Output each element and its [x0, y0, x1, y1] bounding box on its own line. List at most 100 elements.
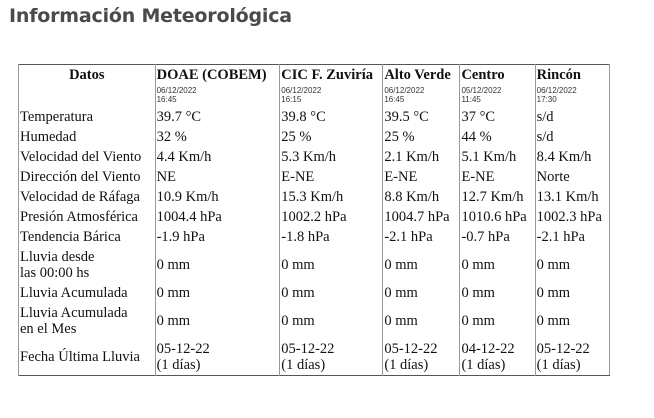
cell-value: s/d: [536, 129, 554, 145]
station-time: 16:15: [281, 95, 302, 104]
data-cell: 0 mm: [279, 247, 383, 283]
station-header: DOAE (COBEM) 06/12/2022 16:45: [154, 64, 280, 107]
cell-value: 1004.4 hPa: [156, 209, 222, 225]
data-cell: 0 mm: [459, 247, 536, 283]
data-cell: 05-12-22 (1 días): [382, 339, 460, 376]
data-cell: 05-12-22 (1 días): [154, 339, 280, 376]
cell-value: E-NE: [461, 169, 495, 185]
station-time: 16:45: [156, 95, 177, 104]
cell-value: 05-12-22: [156, 341, 210, 357]
row-label-line: Lluvia Acumulada: [20, 285, 128, 301]
data-cell: 39.7 °C: [154, 107, 280, 127]
table-row: Lluvia Acumulada en el Mes 0 mm 0 mm 0 mm 0 m…: [18, 303, 610, 339]
data-cell: E-NE: [382, 167, 460, 187]
table-row: Lluvia Acumulada 0 mm 0 mm 0 mm 0 mm 0 mm: [18, 283, 610, 303]
data-cell: 0 mm: [279, 283, 383, 303]
data-cell: 0 mm: [534, 283, 610, 303]
cell-value: (1 días): [461, 357, 506, 373]
data-cell: -0.7 hPa: [459, 227, 536, 247]
cell-value: 0 mm: [536, 257, 571, 273]
cell-value: 05-12-22: [281, 341, 335, 357]
cell-value: 8.8 Km/h: [384, 189, 440, 205]
row-label-line: en el Mes: [20, 321, 77, 337]
data-cell: 1004.7 hPa: [382, 207, 460, 227]
data-cell: 32 %: [154, 127, 280, 147]
data-cell: 0 mm: [382, 247, 460, 283]
station-time: 11:45: [461, 95, 481, 104]
table-row: Fecha Última Lluvia 05-12-22 (1 días) 05-12…: [18, 339, 610, 376]
row-label-line: Temperatura: [20, 109, 94, 125]
row-label: Lluvia desde las 00:00 hs: [18, 247, 156, 283]
station-time: 17:30: [536, 95, 557, 104]
cell-value: 5.1 Km/h: [461, 149, 517, 165]
data-cell: 12.7 Km/h: [459, 187, 536, 207]
cell-value: 5.3 Km/h: [281, 149, 337, 165]
table-row: Lluvia desde las 00:00 hs 0 mm 0 mm 0 mm 0 mm…: [18, 247, 610, 283]
cell-value: Norte: [536, 169, 570, 185]
cell-value: 44 %: [461, 129, 492, 145]
table-row: Temperatura 39.7 °C 39.8 °C 39.5 °C 37 °C s/d: [18, 107, 610, 127]
cell-value: 1010.6 hPa: [461, 209, 527, 225]
cell-value: (1 días): [156, 357, 201, 373]
cell-value: 25 %: [281, 129, 312, 145]
cell-value: 2.1 Km/h: [384, 149, 440, 165]
row-label-line: Lluvia desde: [20, 249, 95, 265]
data-cell: 2.1 Km/h: [382, 147, 460, 167]
row-label: Temperatura: [18, 107, 156, 127]
data-cell: -1.8 hPa: [279, 227, 383, 247]
cell-value: 0 mm: [281, 257, 315, 273]
row-label-line: las 00:00 hs: [20, 265, 90, 281]
data-cell: 4.4 Km/h: [154, 147, 280, 167]
data-cell: 0 mm: [534, 303, 610, 339]
row-label-line: Velocidad del Viento: [20, 149, 142, 165]
row-label-line: Lluvia Acumulada: [20, 305, 128, 321]
station-name: DOAE (COBEM): [156, 67, 267, 83]
cell-value: 39.5 °C: [384, 109, 429, 125]
data-cell: 05-12-22 (1 días): [279, 339, 383, 376]
row-label: Dirección del Viento: [18, 167, 156, 187]
cell-value: 0 mm: [536, 313, 571, 329]
table-row: Velocidad del Viento 4.4 Km/h 5.3 Km/h 2.1 …: [18, 147, 610, 167]
data-cell: 0 mm: [382, 303, 460, 339]
station-name: Alto Verde: [384, 67, 451, 83]
data-cell: 0 mm: [382, 283, 460, 303]
cell-value: 0 mm: [461, 313, 495, 329]
data-cell: 5.3 Km/h: [279, 147, 383, 167]
row-label-line: Fecha Última Lluvia: [20, 349, 140, 365]
cell-value: 0 mm: [156, 313, 191, 329]
row-label: Tendencia Bárica: [18, 227, 156, 247]
row-label: Humedad: [18, 127, 156, 147]
corner-header: Datos: [18, 64, 156, 107]
station-name: CIC F. Zuviría: [281, 67, 373, 83]
row-label-line: Dirección del Viento: [20, 169, 141, 185]
data-cell: 0 mm: [279, 303, 383, 339]
data-cell: 1010.6 hPa: [459, 207, 536, 227]
station-date: 06/12/2022: [156, 86, 197, 95]
data-cell: Norte: [534, 167, 610, 187]
data-cell: 5.1 Km/h: [459, 147, 536, 167]
data-cell: 8.8 Km/h: [382, 187, 460, 207]
data-cell: 0 mm: [459, 283, 536, 303]
cell-value: -0.7 hPa: [461, 229, 510, 245]
cell-value: 1002.2 hPa: [281, 209, 347, 225]
data-cell: 13.1 Km/h: [534, 187, 610, 207]
cell-value: 4.4 Km/h: [156, 149, 212, 165]
cell-value: (1 días): [281, 357, 326, 373]
table-row: Velocidad de Ráfaga 10.9 Km/h 15.3 Km/h 8.8…: [18, 187, 610, 207]
row-label: Velocidad de Ráfaga: [18, 187, 156, 207]
data-cell: 0 mm: [154, 283, 280, 303]
cell-value: 0 mm: [461, 257, 495, 273]
station-timestamp: 06/12/2022 16:45: [384, 86, 458, 104]
data-cell: E-NE: [279, 167, 383, 187]
cell-value: 0 mm: [281, 285, 315, 301]
cell-value: 0 mm: [384, 285, 418, 301]
station-date: 06/12/2022: [536, 86, 577, 95]
data-cell: 0 mm: [459, 303, 536, 339]
cell-value: 1004.7 hPa: [384, 209, 450, 225]
data-cell: 1002.2 hPa: [279, 207, 383, 227]
data-cell: 04-12-22 (1 días): [459, 339, 536, 376]
row-label-line: Velocidad de Ráfaga: [20, 189, 140, 205]
cell-value: 05-12-22: [536, 341, 590, 357]
data-cell: 39.8 °C: [279, 107, 383, 127]
station-header: Rincón 06/12/2022 17:30: [534, 64, 610, 107]
